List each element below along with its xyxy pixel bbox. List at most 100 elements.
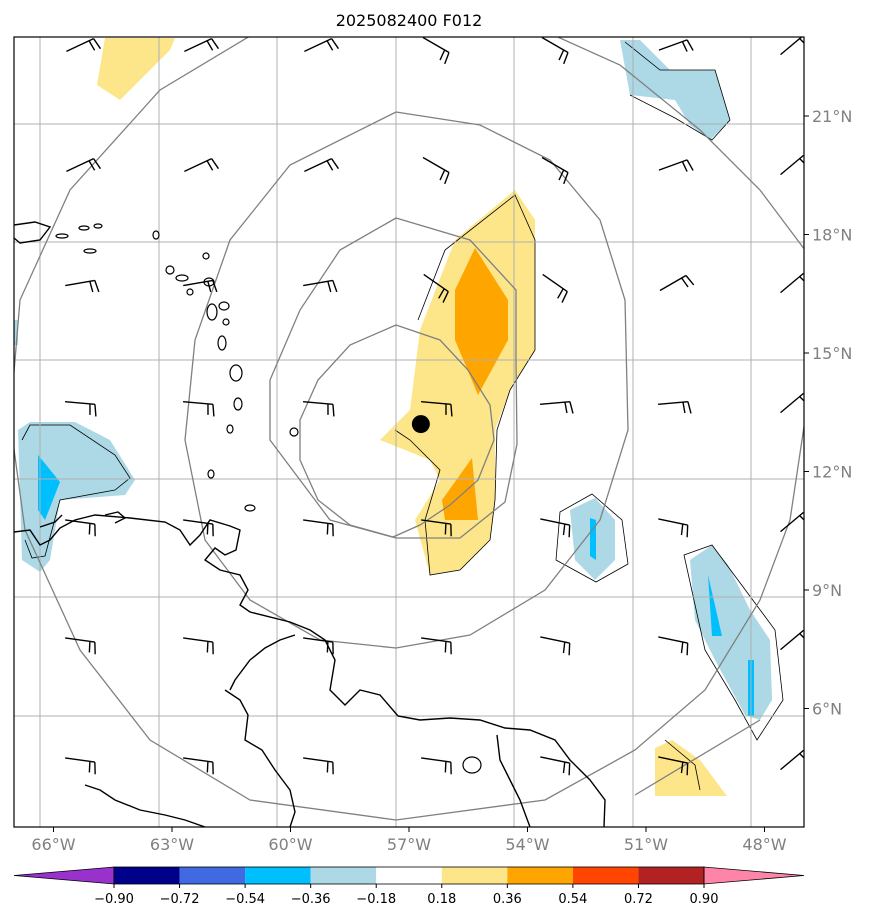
- colorbar-tick-label: 0.36: [493, 892, 522, 907]
- colorbar-swatch: [245, 867, 311, 884]
- wind-barb: [184, 38, 220, 52]
- wind-barb: [658, 518, 689, 538]
- range-ring-segment: [634, 719, 761, 796]
- wind-barb: [66, 158, 102, 172]
- colorbar-tick-label: −0.72: [160, 892, 200, 907]
- lon-tick-label: 48°W: [742, 835, 786, 854]
- wind-barb: [658, 636, 689, 656]
- wind-barb: [658, 756, 689, 776]
- wind-barb: [423, 273, 449, 303]
- orange-region: [455, 248, 508, 395]
- yellow-region: [97, 38, 175, 100]
- shaded-fields: [14, 38, 772, 796]
- colorbar-frame: [113, 866, 705, 885]
- wind-barb: [303, 279, 338, 293]
- blue-region: [590, 518, 596, 560]
- colorbar-tick-label: −0.54: [225, 892, 265, 907]
- colorbar-tick-label: 0.18: [427, 892, 456, 907]
- colorbar-swatch: [441, 867, 508, 884]
- wind-barb: [540, 636, 571, 656]
- wind-barb: [542, 273, 568, 303]
- lat-tick-label: 15°N: [812, 344, 852, 363]
- wind-barb: [658, 39, 694, 52]
- graticule: [14, 37, 804, 827]
- lon-tick-label: 63°W: [150, 835, 194, 854]
- wind-barb: [422, 37, 450, 65]
- wind-barb: [541, 156, 569, 185]
- latitude-axis: 21°N 18°N 15°N 12°N 9°N 6°N: [804, 107, 852, 719]
- wind-barb: [539, 400, 574, 414]
- colorbar-tick-label: −0.36: [291, 892, 331, 907]
- blue-region: [38, 455, 60, 520]
- islands: [55, 223, 482, 774]
- wind-barb: [304, 38, 340, 52]
- storm-center-marker: [411, 415, 430, 434]
- wind-barb: [541, 37, 569, 65]
- longitude-axis: 66°W 63°W 60°W 57°W 54°W 51°W 48°W: [31, 827, 787, 854]
- colorbar-tick-label: 0.90: [690, 892, 719, 907]
- lon-tick-label: 60°W: [268, 835, 312, 854]
- lat-tick-label: 9°N: [812, 581, 842, 600]
- wind-barb: [65, 637, 96, 655]
- map-panel: [14, 37, 804, 827]
- wind-barb: [184, 158, 220, 172]
- wind-barb: [65, 519, 96, 537]
- wind-barb: [303, 757, 334, 775]
- wind-barb: [780, 511, 804, 533]
- wind-barb: [659, 274, 695, 292]
- lon-tick-label: 51°W: [624, 835, 668, 854]
- wind-barb: [420, 400, 453, 417]
- wind-barb: [64, 400, 97, 417]
- lat-tick-label: 6°N: [812, 700, 842, 719]
- wind-barb: [65, 757, 96, 775]
- wind-barb: [183, 637, 214, 655]
- colorbar-tick-label: 0.54: [558, 892, 587, 907]
- wind-barb: [540, 518, 571, 538]
- wind-barb: [304, 158, 340, 172]
- wind-barb: [780, 392, 804, 414]
- wind-barb: [303, 637, 334, 655]
- wind-barb: [780, 629, 804, 651]
- wind-barb: [658, 159, 694, 172]
- coastlines: [14, 221, 606, 827]
- lat-tick-label: 18°N: [812, 226, 852, 245]
- wind-barb: [780, 272, 804, 294]
- wind-barb: [66, 38, 102, 52]
- lat-tick-label: 12°N: [812, 463, 852, 482]
- colorbar-swatch: [376, 867, 442, 884]
- colorbar-swatch: [179, 867, 246, 884]
- colorbar-swatch: [310, 867, 377, 884]
- chart-title: 2025082400 F012: [336, 11, 483, 30]
- colorbar-swatch: [507, 867, 573, 884]
- wind-barb: [540, 756, 571, 776]
- yellow-region: [655, 740, 727, 796]
- lon-tick-label: 66°W: [31, 835, 75, 854]
- lat-tick-label: 21°N: [812, 107, 852, 126]
- wind-barb: [780, 154, 804, 176]
- lon-tick-label: 54°W: [505, 835, 549, 854]
- wind-barb: [780, 37, 804, 56]
- colorbar-extend-low: [13, 866, 115, 885]
- wind-barb: [421, 757, 452, 775]
- wind-barb: [183, 519, 214, 537]
- wind-barb: [421, 637, 452, 655]
- colorbar-swatch: [638, 867, 704, 884]
- wind-barb: [421, 519, 452, 537]
- colorbar-tick-label: −0.18: [356, 892, 396, 907]
- wind-barb: [183, 757, 214, 775]
- range-rings: [14, 37, 804, 821]
- wind-barb: [780, 749, 804, 771]
- lon-tick-label: 57°W: [387, 835, 431, 854]
- wind-barb: [183, 279, 218, 293]
- contour-lines: [21, 41, 784, 791]
- colorbar-swatch: [114, 867, 180, 884]
- wind-barb: [65, 279, 100, 293]
- wind-barb: [302, 400, 335, 417]
- colorbar-extend-high: [703, 866, 805, 885]
- wind-barb: [303, 519, 334, 537]
- colorbar-tick-label: 0.72: [624, 892, 653, 907]
- blue-region: [708, 575, 722, 636]
- light-blue-region: [620, 40, 730, 140]
- colorbar-swatch: [572, 867, 639, 884]
